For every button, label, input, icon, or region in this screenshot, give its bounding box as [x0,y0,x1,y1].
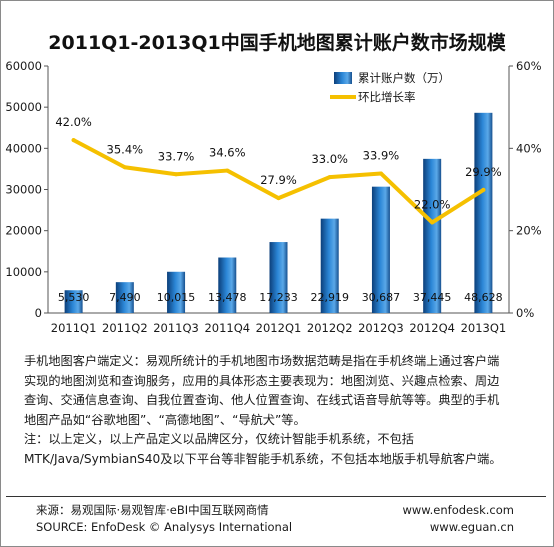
source-en: SOURCE: EnfoDesk © Analysys Internationa… [36,520,293,534]
definition-line: 实现的地图浏览和查询服务，应用的具体形态主要表现为：地图浏览、兴趣点检索、周边 [24,373,500,388]
bar-data-label: 48,628 [464,291,503,304]
line-point [481,187,486,192]
bar [64,290,83,313]
line-data-label: 42.0% [55,115,92,129]
line-data-label: 29.9% [465,165,502,179]
line-point [378,171,383,176]
y-left-tick-label: 0 [35,306,42,320]
x-tick-label: 2011Q1 [51,321,97,335]
bar [115,282,134,313]
x-tick-label: 2011Q3 [153,321,199,335]
bar [474,112,493,314]
url-eguan[interactable]: www.eguan.cn [429,520,514,534]
line-data-label: 27.9% [260,173,297,187]
y-left-tick-label: 10000 [5,265,42,279]
footer-divider [6,496,546,497]
line-data-label: 34.6% [209,146,246,160]
line-point [276,196,281,201]
x-tick-label: 2012Q1 [256,321,302,335]
y-right-tick-label: 60% [516,59,542,73]
line-point [122,165,127,170]
definition-line: 地图产品如“谷歌地图”、“高德地图”、“导航犬”等。 [24,412,306,427]
y-right-tick-label: 40% [516,141,542,155]
bar [320,218,339,313]
bar-data-label: 17,233 [259,291,298,304]
line-data-label: 33.9% [363,148,400,162]
line-point [71,138,76,143]
y-left-tick-label: 30000 [5,183,42,197]
legend-bar-swatch [334,72,352,84]
y-right-tick-label: 0% [516,306,534,320]
definition-line: MTK/Java/SymbianS40及以下平台等非智能手机系统，不包括本地版手… [24,451,502,466]
definition-line: 注：以上定义，以上产品定义以品牌区分，仅统计智能手机系统，不包括 [24,432,414,446]
x-tick-label: 2011Q4 [204,321,250,335]
x-tick-label: 2013Q1 [461,321,507,335]
x-tick-label: 2012Q3 [358,321,404,335]
bar-data-label: 37,445 [413,291,452,304]
line-data-label: 22.0% [414,197,451,211]
x-tick-label: 2012Q4 [409,321,455,335]
y-right-tick-label: 20% [516,224,542,238]
bar [371,186,390,313]
y-left-tick-label: 60000 [5,59,42,73]
legend-bar-label: 累计账户数（万） [358,71,450,85]
x-tick-label: 2011Q2 [102,321,148,335]
line-data-label: 33.0% [311,152,348,166]
bar-data-label: 22,919 [310,291,349,304]
bar-data-label: 7,490 [109,291,141,304]
bar-data-label: 13,478 [208,291,247,304]
bar [423,158,442,313]
y-left-tick-label: 40000 [5,141,42,155]
chart-title: 2011Q1-2013Q1中国手机地图累计账户数市场规模 [48,32,506,54]
line-data-label: 35.4% [107,142,144,156]
footer-urls: www.enfodesk.com www.eguan.cn [402,502,514,536]
url-enfodesk[interactable]: www.enfodesk.com [402,503,514,517]
line-point [174,172,179,177]
line-point [430,220,435,225]
definition-line: 手机地图客户端定义：易观所统计的手机地图市场数据范畴是指在手机终端上通过客户端 [24,354,500,368]
source-cn: 来源：易观国际·易观智库·eBI中国互联网商情 [36,503,269,517]
y-left-tick-label: 50000 [5,100,42,114]
bar-data-label: 10,015 [157,291,196,304]
legend-line-label: 环比增长率 [358,90,416,104]
definition-line: 查询、交通信息查询、自我位置查询、他人位置查询、在线式语音导航等等。典型的手机 [24,393,500,407]
bar [167,271,186,313]
bar [218,257,237,313]
bar-data-label: 30,687 [362,291,401,304]
bar-data-label: 5,530 [58,291,90,304]
x-tick-label: 2012Q2 [307,321,353,335]
y-left-tick-label: 20000 [5,224,42,238]
footer-source: 来源：易观国际·易观智库·eBI中国互联网商情 SOURCE: EnfoDesk… [36,502,292,536]
line-data-label: 33.7% [158,149,195,163]
line-point [327,175,332,180]
line-point [225,168,230,173]
bar [269,242,288,313]
definition-text: 手机地图客户端定义：易观所统计的手机地图市场数据范畴是指在手机终端上通过客户端 … [24,352,530,469]
